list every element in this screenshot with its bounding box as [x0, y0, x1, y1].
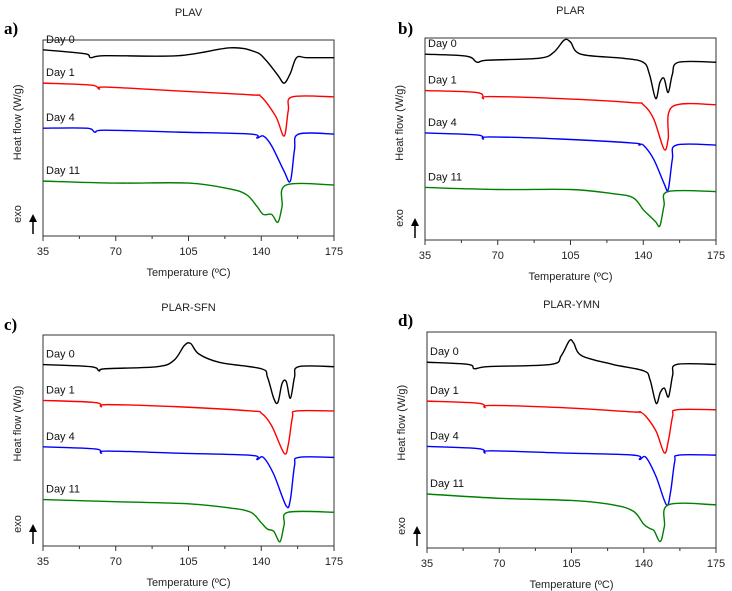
- x-tick-label: 70: [110, 246, 122, 258]
- series-line-day-11: [426, 493, 717, 543]
- x-tick-label: 105: [179, 246, 197, 258]
- x-tick-label: 140: [252, 556, 270, 568]
- series-line-day-11: [42, 498, 335, 543]
- series-label: Day 4: [46, 112, 75, 124]
- x-tick-label: 140: [635, 558, 653, 570]
- series-line-day-0: [426, 339, 717, 405]
- chart-title: PLAV: [175, 7, 203, 19]
- series-line-day-0: [42, 47, 334, 84]
- series-line-day-1: [426, 400, 717, 454]
- exo-label: exo: [396, 517, 408, 535]
- chart-title: PLAR-SFN: [161, 302, 215, 314]
- x-tick-label: 175: [325, 556, 343, 568]
- exo-arrowhead-icon: [29, 214, 37, 222]
- series-label: Day 1: [430, 385, 459, 397]
- chart-title: PLAR: [556, 5, 585, 17]
- series-line-day-1: [42, 82, 335, 137]
- series-line-day-4: [42, 127, 335, 183]
- x-tick-label: 175: [707, 558, 725, 570]
- y-axis-label: Heat flow (W/g): [394, 85, 406, 161]
- series-label: Day 1: [46, 67, 75, 79]
- series-label: Day 0: [46, 34, 75, 46]
- x-tick-label: 35: [419, 250, 431, 262]
- panel-label: a): [4, 19, 18, 38]
- series-line-day-11: [42, 180, 335, 224]
- series-line-day-4: [42, 446, 335, 509]
- x-tick-label: 70: [493, 558, 505, 570]
- panel-label: b): [398, 19, 413, 38]
- x-axis-label: Temperature (ºC): [146, 267, 230, 279]
- y-axis-label: Heat flow (W/g): [12, 84, 24, 160]
- x-tick-label: 35: [37, 556, 49, 568]
- series-line-day-0: [424, 38, 717, 100]
- chart-title: PLAR-YMN: [543, 299, 600, 311]
- x-tick-label: 70: [110, 556, 122, 568]
- x-axis-label: Temperature (ºC): [529, 579, 613, 591]
- panel-d: d) PLAR-YMN 35 70 105 140 175 Temperature (ºC) H…: [396, 299, 725, 591]
- exo-arrowhead-icon: [411, 218, 419, 226]
- series-label: Day 4: [46, 431, 75, 443]
- series-label: Day 0: [428, 38, 457, 50]
- x-tick-label: 35: [37, 246, 49, 258]
- panel-b: b) PLAR 35 70 105 140 175 Temperature (ºC) Heat …: [394, 5, 725, 283]
- x-tick-label: 140: [252, 246, 270, 258]
- x-tick-label: 175: [325, 246, 343, 258]
- series-label: Day 11: [428, 171, 462, 183]
- x-axis-label: Temperature (ºC): [146, 577, 230, 589]
- exo-arrowhead-icon: [29, 524, 37, 532]
- series-label: Day 4: [430, 430, 459, 442]
- x-tick-label: 70: [492, 250, 504, 262]
- series-label: Day 4: [428, 117, 457, 129]
- series-line-day-4: [426, 445, 717, 506]
- series-label: Day 11: [430, 478, 464, 490]
- series-line-day-1: [42, 399, 335, 455]
- x-tick-label: 105: [179, 556, 197, 568]
- panel-a: a) PLAV 35 70 105 140 175 Temperature (ºC) Heat …: [4, 7, 343, 279]
- series-line-day-4: [424, 132, 717, 192]
- exo-arrowhead-icon: [413, 526, 421, 534]
- series-label: Day 0: [430, 346, 459, 358]
- x-tick-label: 105: [561, 250, 579, 262]
- plot-frame: [42, 39, 335, 237]
- x-tick-label: 140: [634, 250, 652, 262]
- x-axis-label: Temperature (ºC): [528, 271, 612, 283]
- exo-label: exo: [394, 209, 406, 227]
- series-label: Day 1: [428, 75, 457, 87]
- panel-c: c) PLAR-SFN 35 70 105 140 175 Temperature (ºC) H…: [4, 302, 343, 589]
- exo-label: exo: [12, 515, 24, 533]
- panel-label: c): [4, 315, 17, 334]
- x-tick-label: 105: [562, 558, 580, 570]
- series-line-day-0: [42, 342, 335, 405]
- series-label: Day 1: [46, 384, 75, 396]
- y-axis-label: Heat flow (W/g): [396, 385, 408, 461]
- x-tick-label: 35: [421, 558, 433, 570]
- series-label: Day 11: [46, 484, 80, 496]
- series-label: Day 0: [46, 349, 75, 361]
- series-label: Day 11: [46, 165, 80, 177]
- series-line-day-1: [424, 89, 717, 151]
- panel-label: d): [398, 311, 413, 330]
- exo-label: exo: [12, 205, 24, 223]
- series-line-day-11: [424, 186, 717, 228]
- x-tick-label: 175: [707, 250, 725, 262]
- y-axis-label: Heat flow (W/g): [12, 386, 24, 462]
